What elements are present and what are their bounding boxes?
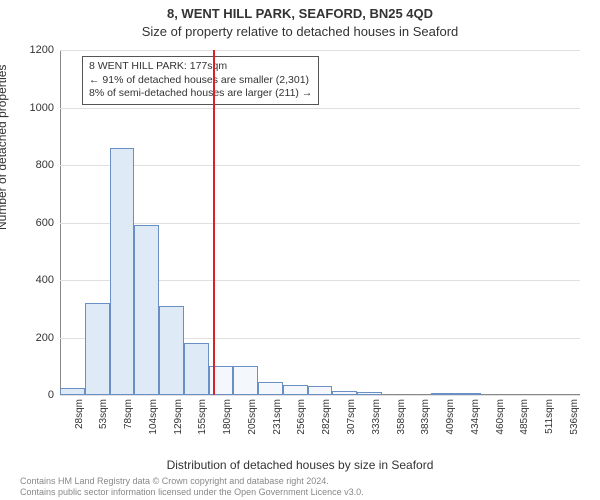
x-tick-label: 205sqm [247, 399, 258, 435]
x-tick-label: 104sqm [148, 399, 159, 435]
footer-line2: Contains public sector information licen… [20, 487, 364, 498]
x-axis-label: Distribution of detached houses by size … [0, 458, 600, 472]
x-tick-label: 460sqm [495, 399, 506, 435]
grid-line [60, 223, 580, 224]
x-tick-label: 307sqm [346, 399, 357, 435]
x-tick-label: 282sqm [321, 399, 332, 435]
histogram-bar [332, 391, 357, 395]
y-tick-label: 200 [36, 332, 54, 344]
histogram-bar [308, 386, 333, 395]
grid-line [60, 50, 580, 51]
x-tick-label: 511sqm [544, 399, 555, 434]
highlight-marker-line [213, 50, 215, 395]
histogram-bar [60, 388, 85, 395]
x-tick-label: 256sqm [296, 399, 307, 435]
histogram-bar [159, 306, 184, 395]
info-box-line2: ← 91% of detached houses are smaller (2,… [89, 74, 312, 88]
grid-line [60, 395, 580, 396]
histogram-bar [184, 343, 209, 395]
x-tick-label: 383sqm [420, 399, 431, 435]
histogram-bar [134, 225, 159, 395]
x-tick-label: 180sqm [222, 399, 233, 435]
histogram-bar [456, 393, 481, 395]
histogram-bar [431, 393, 456, 395]
footer-line1: Contains HM Land Registry data © Crown c… [20, 476, 364, 487]
x-tick-label: 485sqm [519, 399, 530, 435]
histogram-bar [110, 148, 135, 395]
plot-area: 8 WENT HILL PARK: 177sqm ← 91% of detach… [60, 50, 580, 395]
grid-line [60, 108, 580, 109]
histogram-bar [357, 392, 382, 395]
x-tick-label: 333sqm [371, 399, 382, 435]
x-tick-label: 231sqm [272, 399, 283, 435]
histogram-bar [233, 366, 258, 395]
y-tick-label: 0 [48, 389, 54, 401]
histogram-bar [283, 385, 308, 395]
x-tick-label: 78sqm [123, 399, 134, 429]
chart-title-address: 8, WENT HILL PARK, SEAFORD, BN25 4QD [0, 6, 600, 21]
y-tick-label: 1200 [30, 44, 54, 56]
y-axis-label: Number of detached properties [0, 65, 9, 230]
x-tick-label: 434sqm [470, 399, 481, 435]
x-tick-label: 129sqm [173, 399, 184, 435]
grid-line [60, 165, 580, 166]
histogram-bar [258, 382, 283, 395]
x-tick-label: 409sqm [445, 399, 456, 435]
histogram-bar [85, 303, 110, 395]
chart-container: 8, WENT HILL PARK, SEAFORD, BN25 4QD Siz… [0, 0, 600, 500]
x-tick-label: 536sqm [569, 399, 580, 435]
chart-title-description: Size of property relative to detached ho… [0, 24, 600, 39]
x-tick-label: 53sqm [98, 399, 109, 429]
x-tick-label: 155sqm [197, 399, 208, 435]
y-tick-label: 800 [36, 159, 54, 171]
info-box: 8 WENT HILL PARK: 177sqm ← 91% of detach… [82, 56, 319, 105]
x-tick-label: 28sqm [74, 399, 85, 429]
y-tick-label: 600 [36, 217, 54, 229]
info-box-line1: 8 WENT HILL PARK: 177sqm [89, 60, 312, 74]
y-tick-label: 1000 [30, 102, 54, 114]
y-tick-label: 400 [36, 274, 54, 286]
info-box-line3: 8% of semi-detached houses are larger (2… [89, 87, 312, 101]
x-tick-label: 358sqm [396, 399, 407, 435]
footer: Contains HM Land Registry data © Crown c… [20, 476, 364, 498]
